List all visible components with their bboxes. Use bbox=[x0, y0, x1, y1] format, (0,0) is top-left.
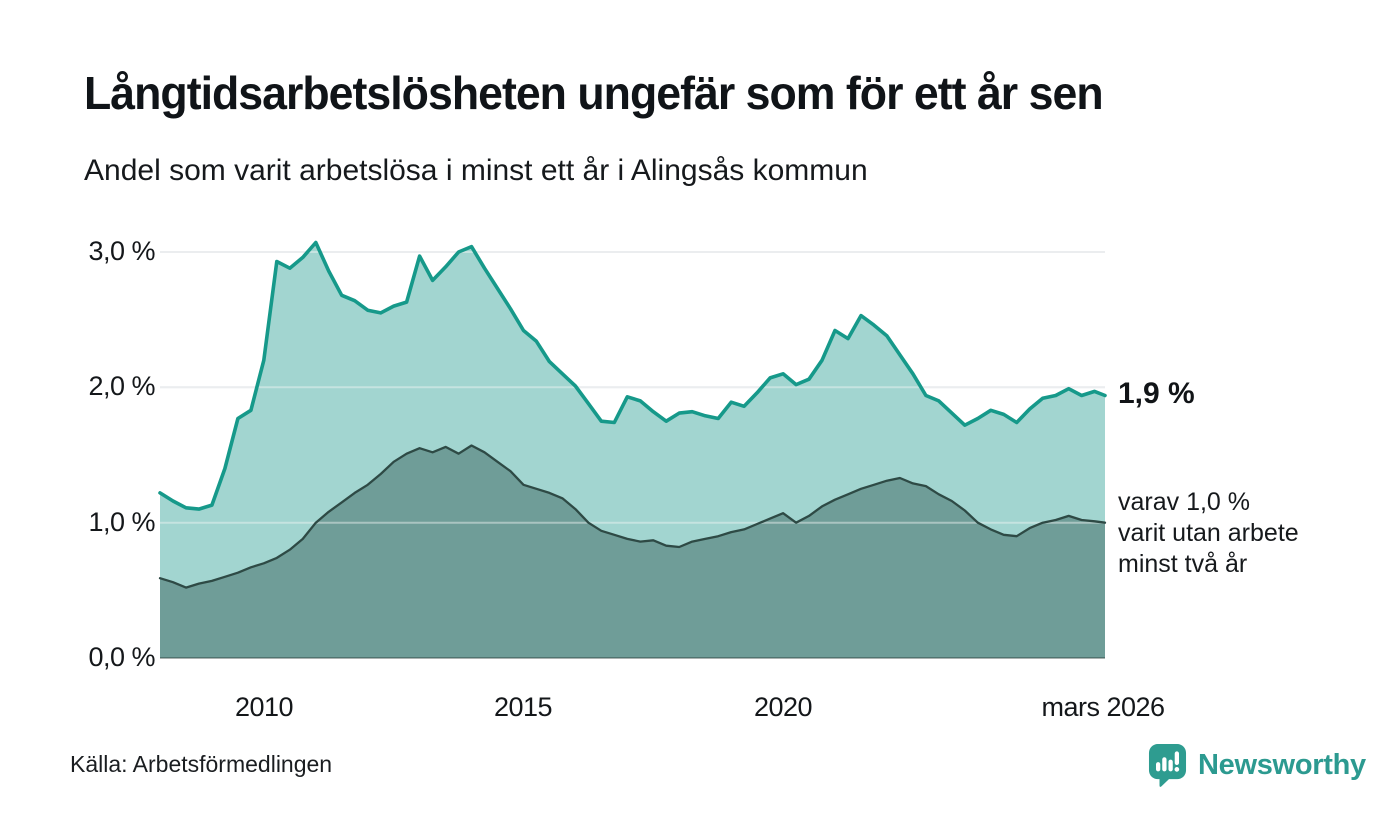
y-tick-label: 3,0 % bbox=[88, 236, 155, 266]
y-tick-label: 0,0 % bbox=[88, 642, 155, 672]
x-tick-label: 2010 bbox=[234, 692, 294, 722]
x-tick-label: 2020 bbox=[753, 692, 813, 722]
end-two-line-2: varit utan arbete bbox=[1118, 518, 1299, 547]
chart-subtitle: Andel som varit arbetslösa i minst ett å… bbox=[84, 154, 868, 187]
end-value-label-total: 1,9 % bbox=[1118, 377, 1195, 411]
brand-logo: Newsworthy bbox=[1148, 743, 1366, 788]
series-two-year-line bbox=[158, 444, 1107, 589]
newsworthy-bubble-icon bbox=[1148, 744, 1187, 787]
end-value-label-two-year: varav 1,0 % varit utan arbete minst två … bbox=[1118, 487, 1299, 580]
source-note: Källa: Arbetsförmedlingen bbox=[70, 751, 333, 777]
series-total-line bbox=[158, 240, 1107, 511]
chart-title: Långtidsarbetslösheten ungefär som för e… bbox=[84, 67, 1104, 119]
y-tick-label: 2,0 % bbox=[88, 371, 155, 402]
x-tick-label: 2015 bbox=[493, 692, 553, 722]
brand-name: Newsworthy bbox=[1198, 749, 1366, 781]
end-two-line-3: minst två år bbox=[1118, 549, 1248, 578]
end-two-line-1: varav 1,0 % bbox=[1118, 487, 1251, 516]
x-tick-label: mars 2026 bbox=[1041, 692, 1165, 722]
series-two-year-area bbox=[160, 445, 1105, 658]
y-tick-label: 1,0 % bbox=[88, 506, 155, 537]
